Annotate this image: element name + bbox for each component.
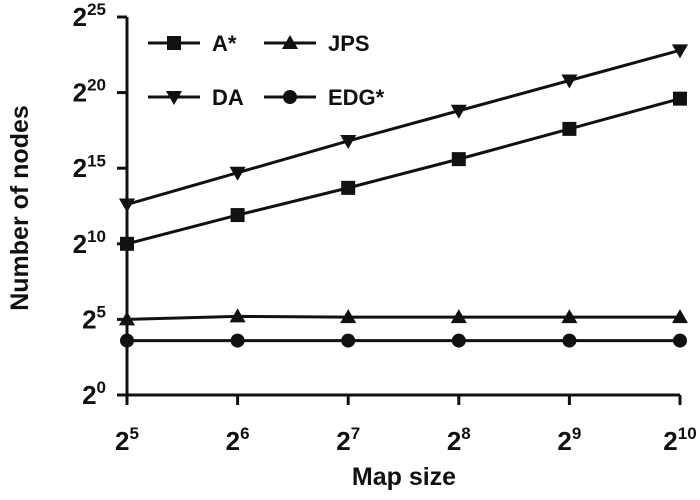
- series-da: [118, 44, 689, 213]
- data-point: [671, 44, 689, 59]
- y-axis-label: Number of nodes: [6, 105, 34, 311]
- y-tick-label: 220: [73, 76, 106, 108]
- data-point: [118, 311, 136, 326]
- series-line: [126, 97, 681, 246]
- legend-label: JPS: [328, 31, 370, 56]
- legend-label: A*: [212, 31, 237, 56]
- legend-marker: [167, 36, 181, 50]
- legend-entry: A*: [148, 31, 237, 56]
- data-point: [451, 333, 466, 348]
- x-tick-label: 28: [447, 424, 471, 456]
- series-line: [126, 314, 680, 321]
- data-point: [561, 309, 578, 324]
- data-point: [671, 309, 689, 324]
- data-point: [562, 333, 577, 348]
- data-point: [230, 333, 245, 348]
- data-point: [673, 91, 687, 106]
- data-point: [229, 308, 246, 323]
- legend-label: EDG*: [328, 85, 385, 110]
- series-layer: [118, 44, 689, 348]
- series-a: [120, 91, 687, 251]
- data-point: [341, 180, 356, 195]
- data-point: [340, 309, 357, 324]
- legend-marker: [165, 91, 183, 106]
- y-tick-label: 25: [82, 302, 106, 334]
- data-point: [450, 309, 467, 324]
- series-jps: [118, 308, 689, 326]
- x-tick-label: 210: [663, 424, 696, 456]
- data-point: [341, 333, 356, 348]
- y-tick-label: 20: [82, 378, 106, 410]
- data-point: [451, 152, 466, 167]
- data-point: [562, 121, 577, 136]
- x-tick-label: 25: [115, 424, 139, 456]
- legend: A* JPS DA EDG*: [148, 31, 385, 110]
- x-tick-label: 26: [226, 424, 250, 456]
- legend-marker: [281, 34, 299, 49]
- data-point: [561, 74, 578, 89]
- legend-entry: DA: [148, 85, 244, 110]
- x-tick-label: 27: [336, 424, 360, 456]
- legend-entry: JPS: [264, 31, 370, 56]
- x-tick-label: 29: [557, 424, 581, 456]
- data-point: [118, 198, 136, 213]
- y-tick-label: 215: [73, 151, 106, 183]
- data-point: [229, 166, 246, 181]
- data-point: [673, 333, 687, 348]
- series-edg: [120, 333, 687, 348]
- data-point: [230, 208, 245, 223]
- legend-marker: [283, 90, 297, 104]
- legend-label: DA: [212, 85, 244, 110]
- data-point: [120, 236, 134, 251]
- legend-entry: EDG*: [264, 85, 385, 110]
- y-tick-label: 225: [73, 0, 106, 32]
- data-point: [340, 135, 357, 150]
- ticks: 25 26 27 28 29 210 20 25 210 215 220 225: [73, 0, 697, 456]
- x-axis-label: Map size: [352, 463, 456, 491]
- data-point: [450, 104, 467, 119]
- series-line: [126, 48, 681, 206]
- y-tick-label: 210: [73, 227, 106, 259]
- data-point: [120, 333, 134, 348]
